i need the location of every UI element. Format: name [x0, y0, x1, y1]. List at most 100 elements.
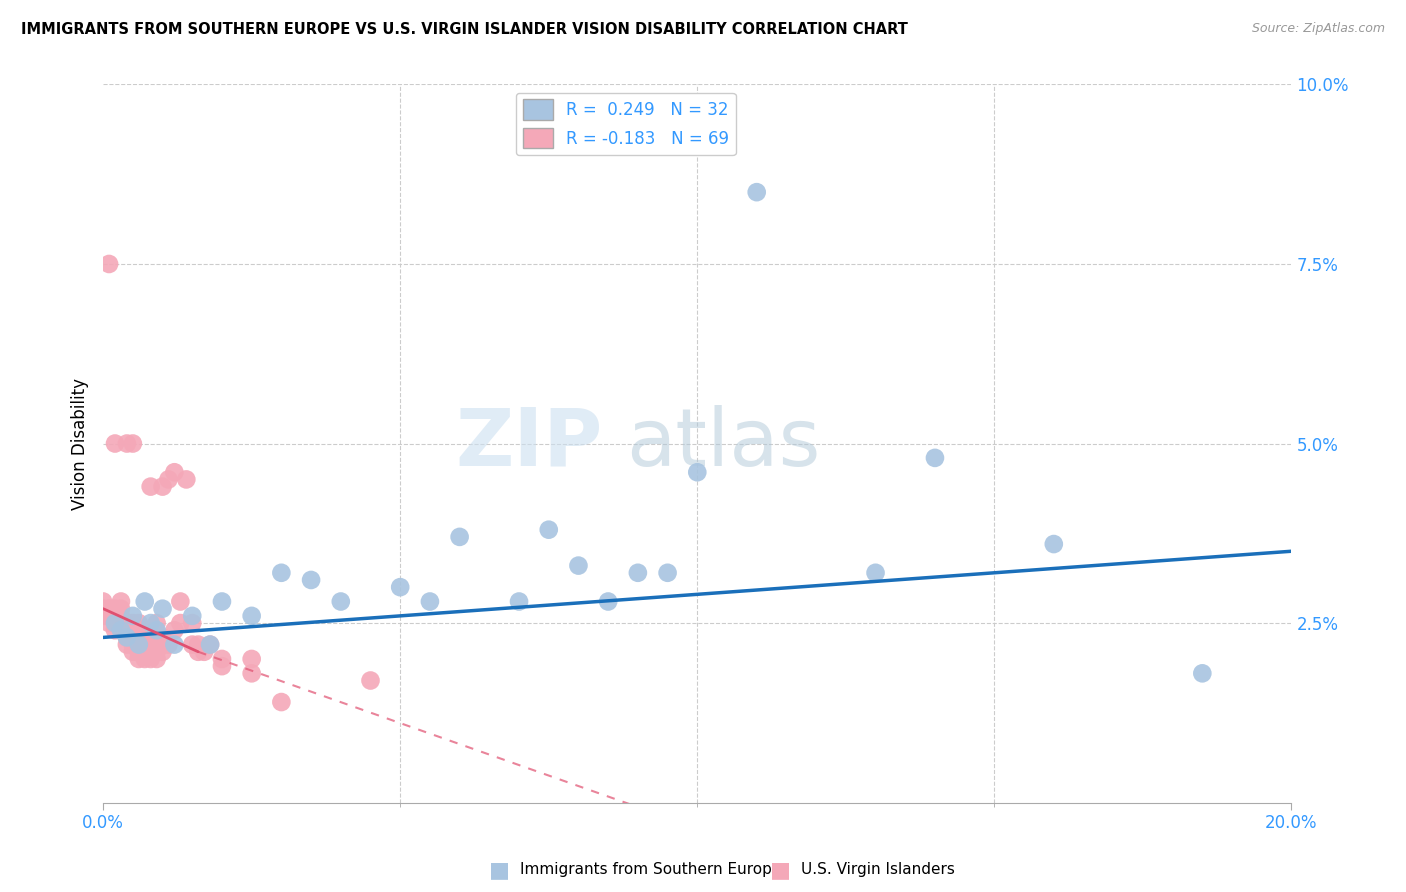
Point: [537, 523, 560, 537]
Point: [270, 566, 292, 580]
Point: [745, 185, 768, 199]
Point: [134, 594, 156, 608]
Point: [152, 638, 174, 652]
Point: [134, 624, 156, 638]
Point: [152, 480, 174, 494]
Point: [145, 624, 167, 638]
Point: [110, 601, 132, 615]
Point: [181, 608, 204, 623]
Point: [865, 566, 887, 580]
Point: [924, 450, 946, 465]
Point: [121, 608, 143, 623]
Point: [181, 638, 204, 652]
Point: [176, 472, 198, 486]
Point: [115, 615, 138, 630]
Point: [145, 638, 167, 652]
Point: [128, 645, 150, 659]
Point: [115, 631, 138, 645]
Point: [657, 566, 679, 580]
Point: [134, 645, 156, 659]
Point: [1191, 666, 1213, 681]
Point: [98, 608, 121, 623]
Point: [104, 615, 127, 630]
Point: [163, 624, 186, 638]
Point: [152, 601, 174, 615]
Point: [329, 594, 352, 608]
Point: [163, 465, 186, 479]
Point: [134, 638, 156, 652]
Point: [104, 436, 127, 450]
Point: [1042, 537, 1064, 551]
Point: [187, 638, 209, 652]
Point: [198, 638, 221, 652]
Point: [121, 624, 143, 638]
Point: [139, 652, 162, 666]
Point: [110, 594, 132, 608]
Y-axis label: Vision Disability: Vision Disability: [72, 377, 89, 509]
Point: [686, 465, 709, 479]
Point: [193, 645, 215, 659]
Point: [240, 652, 263, 666]
Point: [91, 608, 114, 623]
Point: [145, 645, 167, 659]
Point: [121, 631, 143, 645]
Point: [121, 645, 143, 659]
Point: [157, 472, 180, 486]
Point: [128, 615, 150, 630]
Point: [169, 615, 191, 630]
Point: [121, 615, 143, 630]
Text: ■: ■: [489, 860, 509, 880]
Point: [115, 638, 138, 652]
Point: [115, 624, 138, 638]
Text: atlas: atlas: [626, 404, 820, 483]
Point: [110, 608, 132, 623]
Point: [128, 638, 150, 652]
Point: [121, 436, 143, 450]
Point: [115, 436, 138, 450]
Point: [152, 645, 174, 659]
Point: [139, 645, 162, 659]
Point: [91, 601, 114, 615]
Point: [198, 638, 221, 652]
Text: U.S. Virgin Islanders: U.S. Virgin Islanders: [801, 863, 955, 877]
Point: [449, 530, 471, 544]
Point: [139, 631, 162, 645]
Point: [627, 566, 650, 580]
Point: [567, 558, 589, 573]
Point: [128, 631, 150, 645]
Point: [240, 666, 263, 681]
Point: [163, 638, 186, 652]
Text: ZIP: ZIP: [456, 404, 602, 483]
Point: [115, 631, 138, 645]
Point: [419, 594, 441, 608]
Point: [104, 615, 127, 630]
Text: Immigrants from Southern Europe: Immigrants from Southern Europe: [520, 863, 782, 877]
Point: [145, 615, 167, 630]
Point: [211, 594, 233, 608]
Point: [104, 608, 127, 623]
Point: [128, 652, 150, 666]
Point: [110, 624, 132, 638]
Point: [104, 624, 127, 638]
Point: [240, 608, 263, 623]
Point: [110, 615, 132, 630]
Point: [121, 638, 143, 652]
Point: [169, 594, 191, 608]
Point: [134, 652, 156, 666]
Point: [110, 624, 132, 638]
Point: [98, 257, 121, 271]
Point: [187, 645, 209, 659]
Point: [128, 638, 150, 652]
Point: [145, 652, 167, 666]
Text: ■: ■: [770, 860, 790, 880]
Point: [270, 695, 292, 709]
Point: [98, 615, 121, 630]
Point: [98, 601, 121, 615]
Point: [157, 638, 180, 652]
Text: IMMIGRANTS FROM SOUTHERN EUROPE VS U.S. VIRGIN ISLANDER VISION DISABILITY CORREL: IMMIGRANTS FROM SOUTHERN EUROPE VS U.S. …: [21, 22, 908, 37]
Point: [299, 573, 322, 587]
Point: [508, 594, 530, 608]
Point: [104, 601, 127, 615]
Point: [139, 638, 162, 652]
Point: [211, 652, 233, 666]
